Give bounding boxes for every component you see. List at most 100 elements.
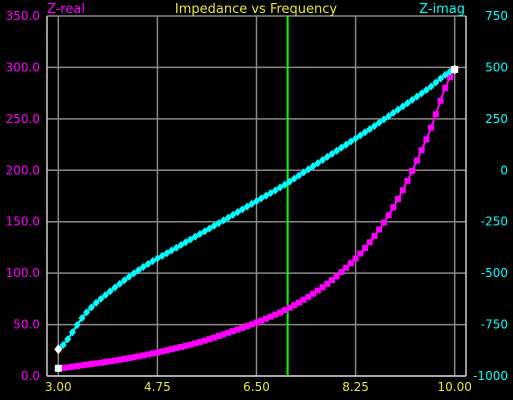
y-right-tick-label: 750 bbox=[485, 9, 508, 23]
y-left-tick-label: 0.0 bbox=[21, 369, 40, 383]
data-point bbox=[343, 264, 350, 271]
chart-title: Impedance vs Frequency bbox=[175, 2, 338, 17]
data-point bbox=[92, 298, 100, 307]
data-point bbox=[172, 243, 180, 252]
y-left-tick-label: 350.0 bbox=[6, 9, 40, 23]
data-point bbox=[281, 180, 289, 189]
data-point bbox=[64, 335, 72, 344]
data-point bbox=[300, 168, 308, 177]
y-left-axis-label: Z-real bbox=[47, 2, 85, 17]
data-point bbox=[234, 326, 241, 333]
data-point bbox=[267, 313, 274, 320]
data-point bbox=[168, 346, 175, 353]
data-point bbox=[60, 364, 67, 371]
data-point bbox=[258, 317, 265, 324]
data-point bbox=[423, 136, 430, 143]
data-point bbox=[93, 360, 100, 367]
data-point bbox=[187, 341, 194, 348]
data-point bbox=[111, 357, 118, 364]
data-point bbox=[182, 238, 190, 247]
y-right-tick-label: 250 bbox=[485, 112, 508, 126]
y-right-axis-label: Z-imag bbox=[419, 2, 465, 17]
data-point bbox=[130, 354, 137, 361]
data-point bbox=[328, 277, 335, 284]
data-point bbox=[182, 342, 189, 349]
data-point bbox=[277, 309, 284, 316]
data-point bbox=[192, 340, 199, 347]
x-tick-label: 10.00 bbox=[437, 380, 471, 394]
data-point bbox=[356, 131, 364, 140]
data-point bbox=[262, 315, 269, 322]
data-point bbox=[389, 108, 397, 117]
data-point bbox=[409, 167, 416, 174]
data-point bbox=[159, 348, 166, 355]
y-right-tick-label: 500 bbox=[485, 60, 508, 74]
data-point bbox=[370, 121, 378, 130]
data-point bbox=[238, 205, 246, 214]
data-point bbox=[314, 159, 322, 168]
data-point bbox=[385, 212, 392, 219]
data-point bbox=[267, 189, 275, 198]
x-tick-label: 3.00 bbox=[45, 380, 72, 394]
data-point bbox=[191, 232, 199, 241]
data-point bbox=[253, 319, 260, 326]
data-point bbox=[126, 355, 133, 362]
data-point bbox=[229, 328, 236, 335]
data-point bbox=[186, 235, 194, 244]
data-point bbox=[78, 314, 86, 323]
data-point bbox=[404, 177, 411, 184]
data-point bbox=[69, 363, 76, 370]
data-point bbox=[394, 105, 402, 114]
data-point bbox=[286, 177, 294, 186]
data-point bbox=[295, 171, 303, 180]
data-point bbox=[210, 221, 218, 230]
data-point bbox=[135, 266, 143, 275]
data-point bbox=[239, 324, 246, 331]
data-point bbox=[271, 186, 279, 195]
data-point bbox=[68, 328, 76, 337]
data-point bbox=[390, 204, 397, 211]
data-point bbox=[243, 202, 251, 211]
data-point bbox=[352, 255, 359, 262]
data-point bbox=[158, 251, 166, 260]
data-point bbox=[357, 250, 364, 257]
data-point bbox=[97, 359, 104, 366]
data-point bbox=[319, 284, 326, 291]
series-layer bbox=[54, 64, 459, 372]
data-point bbox=[168, 246, 176, 255]
data-point bbox=[83, 308, 91, 317]
data-point bbox=[399, 187, 406, 194]
y-right-tick-label: -1000 bbox=[473, 369, 508, 383]
data-point bbox=[319, 156, 327, 164]
y-right-tick-label: -500 bbox=[481, 266, 508, 280]
data-point bbox=[408, 95, 416, 104]
data-point bbox=[286, 304, 293, 311]
y-left-tick-label: 200.0 bbox=[6, 163, 40, 177]
data-point bbox=[422, 86, 430, 95]
data-point bbox=[362, 245, 369, 252]
data-point bbox=[403, 99, 411, 108]
data-point bbox=[87, 303, 95, 312]
data-point bbox=[106, 287, 114, 296]
data-point bbox=[352, 134, 360, 143]
data-point bbox=[342, 140, 350, 149]
data-point bbox=[206, 336, 213, 343]
data-point bbox=[337, 143, 345, 152]
data-point bbox=[395, 196, 402, 203]
data-point bbox=[427, 82, 435, 91]
data-point bbox=[413, 157, 420, 164]
data-point bbox=[399, 102, 407, 111]
data-point bbox=[309, 162, 317, 171]
data-point bbox=[111, 283, 119, 292]
data-point bbox=[248, 321, 255, 328]
data-point bbox=[153, 254, 161, 263]
data-point bbox=[173, 345, 180, 352]
data-point bbox=[107, 358, 114, 365]
data-point bbox=[219, 216, 227, 225]
data-point bbox=[328, 149, 336, 158]
data-point bbox=[144, 351, 151, 358]
endpoint-marker bbox=[450, 64, 459, 75]
data-point bbox=[144, 259, 152, 268]
